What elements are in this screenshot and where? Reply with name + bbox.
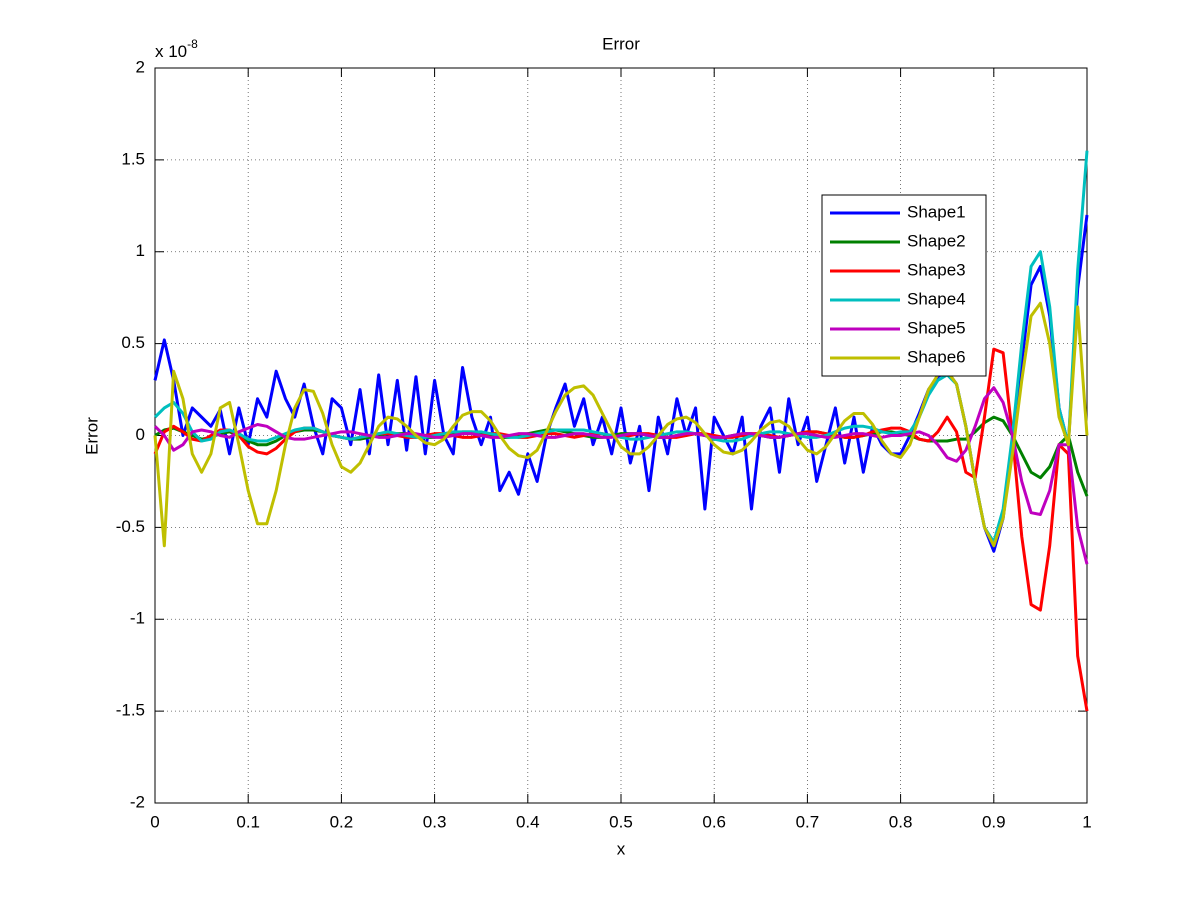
x-tick-label: 0.4	[516, 812, 540, 831]
y-tick-label: 1.5	[121, 149, 145, 168]
y-axis-label: Error	[82, 417, 101, 455]
x-tick-label: 0.8	[889, 812, 913, 831]
data-line	[153, 301, 1089, 548]
x-tick-label: 0.9	[982, 812, 1006, 831]
y-multiplier-exponent: -8	[187, 37, 198, 51]
legend-label: Shape4	[907, 289, 966, 308]
y-tick-label: 2	[136, 57, 145, 76]
legend-label: Shape5	[907, 318, 966, 337]
y-multiplier: x 10-8	[155, 37, 198, 61]
chart-title: Error	[602, 34, 640, 53]
data-line	[153, 386, 1089, 565]
y-tick-label: 0.5	[121, 333, 145, 352]
x-tick-label: 0.1	[236, 812, 260, 831]
y-tick-label: -1.5	[116, 701, 145, 720]
x-tick-label: 0.5	[609, 812, 633, 831]
legend-label: Shape3	[907, 260, 966, 279]
legend-label: Shape2	[907, 231, 966, 250]
x-tick-label: 0.2	[330, 812, 354, 831]
legend-box	[821, 194, 987, 377]
data-line	[153, 150, 1089, 544]
x-axis-label: x	[617, 839, 626, 858]
data-line	[154, 415, 1089, 497]
x-tick-label: 0.3	[423, 812, 447, 831]
y-multiplier-base: x 10	[155, 42, 187, 61]
legend-label: Shape1	[907, 202, 966, 221]
x-tick-label: 0.6	[702, 812, 726, 831]
x-tick-label: 1	[1082, 812, 1091, 831]
x-tick-label: 0	[150, 812, 159, 831]
y-tick-label: -2	[130, 792, 145, 811]
y-tick-label: -0.5	[116, 517, 145, 536]
x-tick-label: 0.7	[796, 812, 820, 831]
y-tick-label: 0	[136, 425, 145, 444]
y-tick-label: -1	[130, 609, 145, 628]
legend-label: Shape6	[907, 347, 966, 366]
y-tick-label: 1	[136, 241, 145, 260]
